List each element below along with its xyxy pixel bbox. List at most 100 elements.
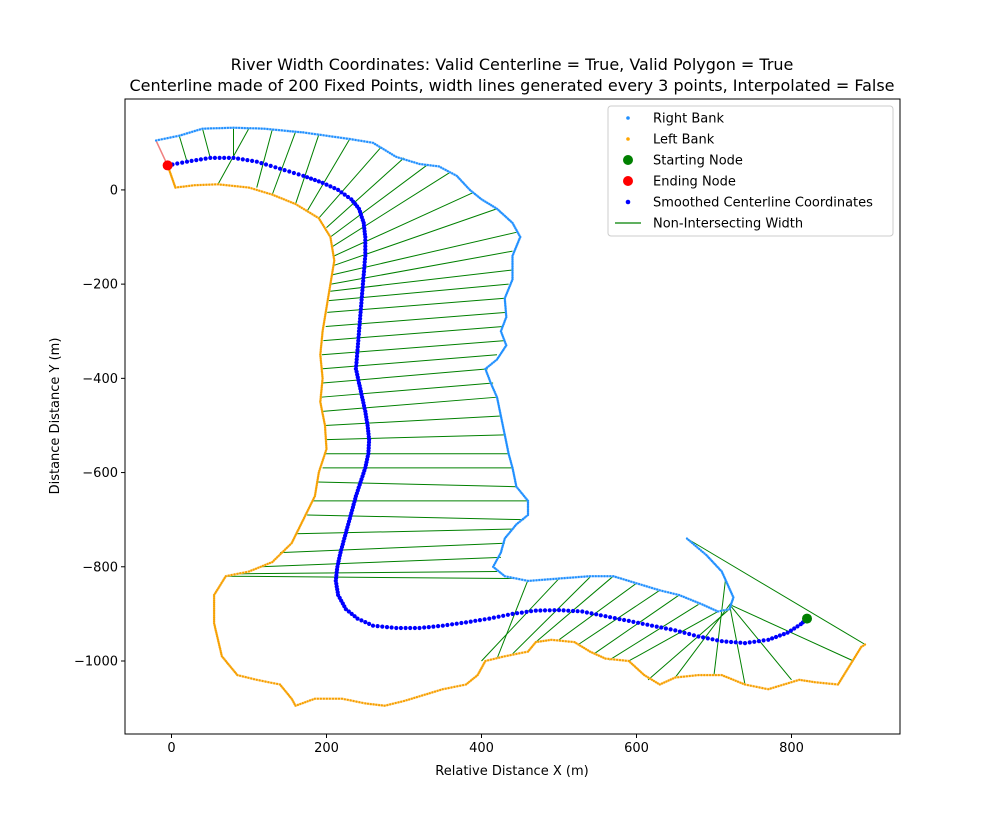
left-bank-point [244, 676, 247, 679]
centerline-point [417, 625, 422, 631]
right-bank-point [712, 608, 715, 611]
left-bank-point [600, 655, 603, 658]
width-line [326, 434, 505, 441]
centerline-point [380, 624, 385, 629]
left-bank-point [325, 442, 328, 445]
left-bank-point [321, 331, 324, 335]
left-bank-point [245, 571, 248, 574]
right-bank-point [201, 127, 204, 130]
right-bank-point [495, 568, 498, 571]
width-line [325, 311, 507, 328]
right-bank-point [727, 585, 730, 589]
right-bank-point [487, 365, 490, 368]
left-bank-point [539, 640, 543, 643]
centerline-point [561, 608, 566, 613]
centerline-point [320, 180, 325, 185]
left-bank-point [324, 440, 328, 443]
centerline-point [570, 608, 576, 614]
left-bank-point [803, 679, 806, 682]
right-bank-point [526, 508, 530, 511]
right-bank-point [243, 127, 246, 130]
y-axis-ticks: 0 −200 −400 −600 −800 −1000 [74, 183, 125, 669]
right-bank-point [510, 280, 513, 283]
right-bank-point [698, 602, 702, 605]
right-bank-point [498, 406, 501, 409]
centerline-point [259, 161, 264, 166]
centerline-point [738, 640, 743, 645]
right-bank-point [525, 498, 528, 501]
left-bank-point [222, 656, 225, 659]
x-axis-label: Relative Distance X (m) [435, 764, 588, 779]
left-bank-point [758, 686, 761, 689]
left-bank-point [602, 656, 605, 659]
centerline-point [542, 608, 548, 613]
left-bank-point [239, 185, 242, 188]
centerline-point [308, 176, 314, 181]
left-bank-point [323, 319, 326, 322]
left-bank-point [320, 388, 323, 391]
width-line [322, 368, 488, 384]
right-bank-point [504, 309, 507, 312]
right-bank-point [490, 362, 494, 365]
centerline-point [788, 628, 794, 633]
right-bank-point [354, 138, 357, 142]
centerline-point [515, 611, 520, 616]
left-bank-point [444, 687, 447, 690]
left-bank-point [503, 655, 506, 658]
left-bank-point [375, 703, 378, 706]
left-bank-point [213, 595, 216, 599]
left-bank-point [280, 197, 283, 200]
y-tick-label: −800 [82, 560, 118, 575]
centerline-point [361, 269, 367, 274]
left-bank-point [316, 480, 319, 483]
centerline-point [677, 629, 683, 634]
left-bank-point [349, 699, 352, 702]
left-bank-point [632, 664, 635, 667]
left-bank-point [331, 697, 335, 700]
left-bank-point [320, 406, 323, 409]
centerline-point [362, 263, 367, 268]
right-bank-point [503, 214, 506, 217]
centerline-point [529, 609, 534, 614]
right-bank-point [512, 526, 515, 529]
left-bank-point [564, 640, 567, 643]
left-bank-point [316, 478, 319, 481]
right-bank-point [229, 126, 232, 129]
left-bank-point [325, 229, 328, 232]
left-bank-point [321, 371, 324, 374]
width-line [729, 604, 746, 685]
left-bank-point [847, 666, 850, 669]
left-bank-point [322, 415, 325, 418]
left-bank-point [245, 186, 248, 189]
left-bank-point [321, 373, 324, 376]
right-bank-point [609, 575, 612, 578]
left-bank-point [320, 366, 323, 369]
right-bank-point [462, 182, 466, 185]
right-bank-point [475, 194, 478, 197]
left-bank-point [287, 545, 290, 548]
right-bank-point [408, 159, 411, 162]
right-bank-point [721, 572, 724, 575]
right-bank-point [497, 402, 500, 406]
left-bank-point [418, 695, 421, 698]
left-bank-point [450, 686, 453, 689]
left-bank-point [469, 679, 473, 682]
width-line [593, 594, 680, 655]
centerline-point [359, 304, 364, 309]
left-bank-point [319, 360, 323, 364]
right-bank-point [518, 520, 521, 523]
right-bank-point [523, 516, 526, 519]
left-bank-point [340, 697, 344, 700]
left-bank-point [795, 679, 798, 682]
right-bank-point [488, 202, 491, 206]
centerline-point [538, 608, 543, 613]
right-bank-point [393, 154, 396, 157]
left-bank-point [287, 200, 290, 203]
left-bank-point [291, 540, 294, 543]
left-bank-point [746, 684, 750, 687]
centerline-point [203, 156, 208, 161]
centerline-point [296, 172, 301, 177]
left-bank-point [258, 189, 261, 192]
right-bank-point [504, 304, 507, 307]
left-bank-point [267, 681, 270, 684]
